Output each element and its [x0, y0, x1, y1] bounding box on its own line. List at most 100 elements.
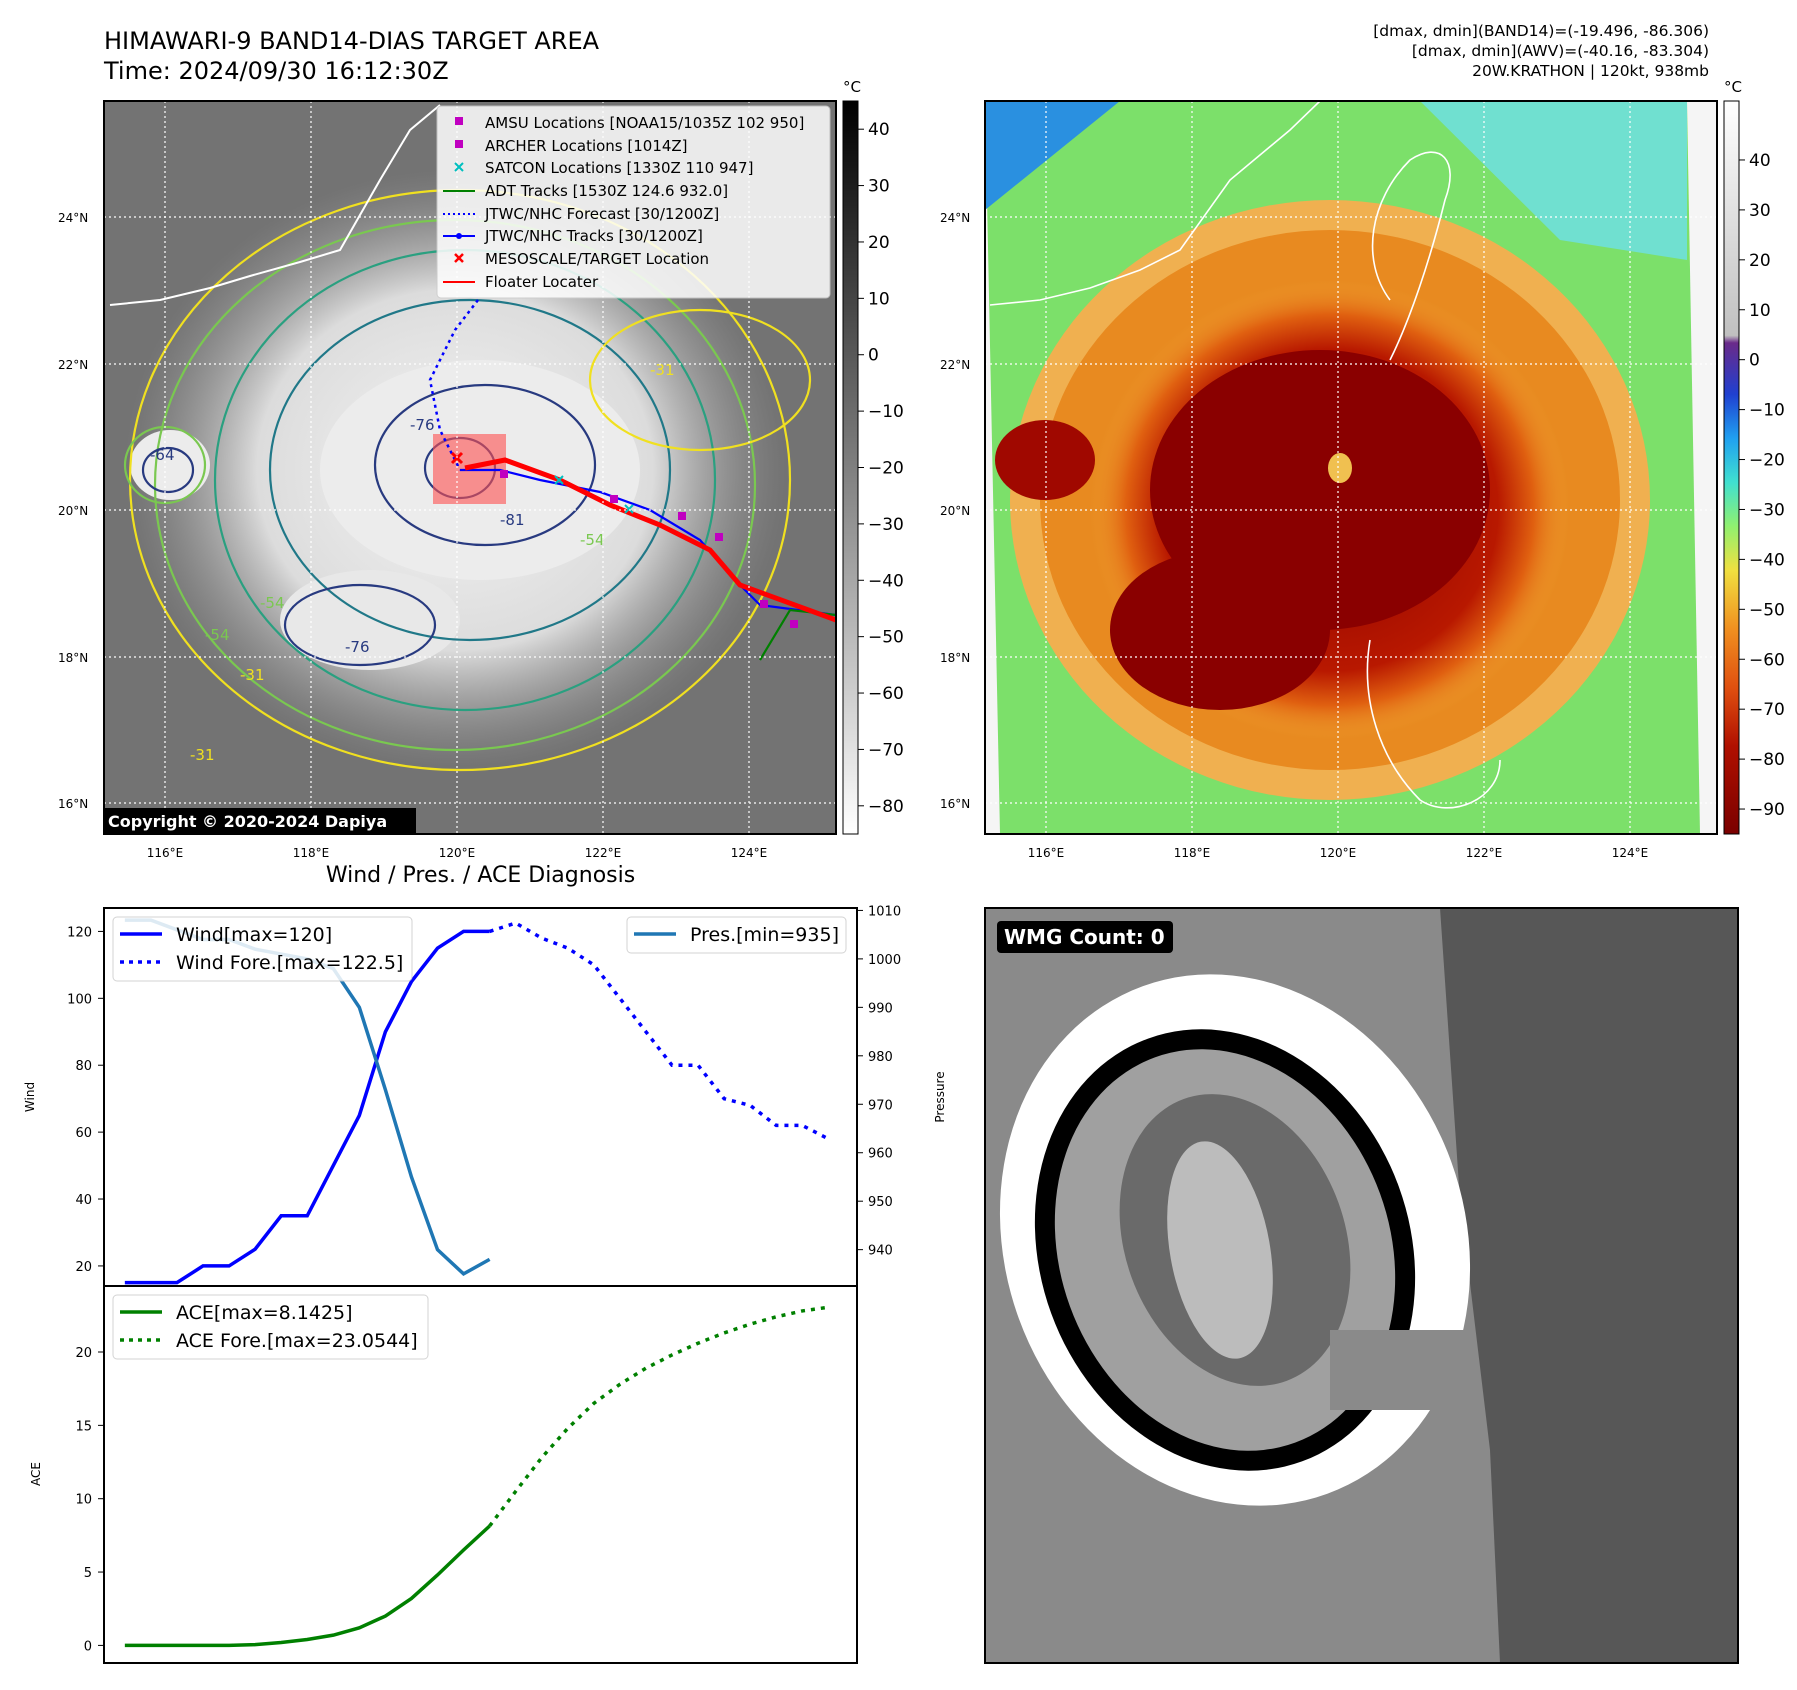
contour-label: -31	[650, 361, 675, 379]
series-line-ace-fore-	[488, 1305, 829, 1528]
legend-label: Floater Locater	[485, 273, 599, 291]
wind-tick-label: 40	[75, 1193, 92, 1208]
coastline	[109, 104, 441, 306]
colorbar-tick-label: −10	[1749, 401, 1785, 421]
colorbar-tick-label: −20	[1749, 451, 1785, 471]
contour-label: -54	[260, 594, 285, 612]
colorbar-tick-label: −60	[1749, 650, 1785, 670]
ir-map-frame	[103, 100, 837, 835]
pressure-tick-label: 980	[868, 1050, 893, 1065]
colorbar-tick-label: 20	[1749, 251, 1771, 271]
ace-tick-label: 15	[75, 1419, 92, 1434]
colorbar-tick-label: 20	[868, 233, 890, 253]
colorbar-tick-label: −80	[868, 797, 904, 817]
eye	[1328, 453, 1352, 483]
lon-label: 122°E	[1466, 846, 1503, 860]
wind-tick-label: 60	[75, 1126, 92, 1141]
wind-tick-label: 100	[67, 992, 92, 1007]
pressure-tick-label: 990	[868, 1001, 893, 1016]
dmax-band14: [dmax, dmin](BAND14)=(-19.496, -86.306)	[1373, 22, 1709, 40]
copyright-text: Copyright © 2020-2024 Dapiya	[108, 812, 387, 831]
wmg-count-box	[997, 921, 1173, 953]
series-line-wind	[124, 929, 490, 1285]
colorbar-tick-label: −20	[868, 459, 904, 479]
colorbar-tick-label: 10	[1749, 301, 1771, 321]
contour-label: -76	[345, 638, 370, 656]
ir-map-lat-labels: 24°N 22°N 20°N 18°N 16°N	[58, 211, 88, 811]
pressure-tick-label: 1000	[868, 953, 901, 968]
legend-label: JTWC/NHC Tracks [30/1200Z]	[484, 227, 703, 245]
lat-label: 20°N	[940, 504, 970, 518]
lat-label: 24°N	[940, 211, 970, 225]
lon-label: 124°E	[1612, 846, 1649, 860]
satcon-markers	[554, 475, 634, 514]
contour-label: -31	[240, 666, 265, 684]
colorbar-tick-label: −90	[1749, 800, 1785, 820]
pres-legend: Pres.[min=935]	[626, 916, 847, 954]
wind-legend: Wind[max=120] Wind Fore.[max=122.5]	[112, 916, 413, 982]
ace-tick-label: 0	[84, 1639, 92, 1654]
lat-label: 16°N	[58, 797, 88, 811]
colorbar-tick-label: 0	[1749, 351, 1760, 371]
colorbar-unit: °C	[843, 78, 861, 96]
ace-tick-label: 5	[84, 1566, 92, 1581]
lon-label: 118°E	[293, 846, 330, 860]
ir-map-legend: AMSU Locations [NOAA15/1035Z 102 950] AR…	[436, 105, 831, 299]
color-grid	[985, 101, 1717, 834]
pressure-tick-label: 950	[868, 1195, 893, 1210]
contour-label: -31	[190, 746, 215, 764]
legend-label: MESOSCALE/TARGET Location	[485, 250, 709, 268]
legend-marker-satcon	[454, 162, 464, 172]
series-line-wind-fore-	[489, 921, 830, 1141]
legend-label: ACE[max=8.1425]	[176, 1302, 353, 1324]
colorbar-tick-label: −40	[868, 571, 904, 591]
contour-label: -54	[205, 626, 230, 644]
wind-tick-label: 120	[67, 925, 92, 940]
lon-label: 120°E	[1320, 846, 1357, 860]
lon-label: 122°E	[585, 846, 622, 860]
lat-label: 18°N	[58, 651, 88, 665]
lon-label: 124°E	[731, 846, 768, 860]
wind-panel-title: Wind / Pres. / ACE Diagnosis	[325, 863, 636, 888]
colorbar-tick-label: −10	[868, 402, 904, 422]
wind-ylabel: Wind	[23, 1082, 37, 1112]
lon-label: 116°E	[147, 846, 184, 860]
wmg-count: WMG Count: 0	[1004, 925, 1165, 949]
colorbar-tick-label: 10	[868, 289, 890, 309]
pressure-tick-label: 1010	[868, 904, 901, 919]
wind-tick-label: 20	[75, 1260, 92, 1275]
ace-ylabel: ACE	[29, 1462, 43, 1486]
contour-labels: -76 -81 -76 -64 -54 -54 -31 -31 -31 -54	[150, 361, 675, 764]
colorbar-tick-label: −40	[1749, 550, 1785, 570]
lon-label: 118°E	[1174, 846, 1211, 860]
colorbar-unit: °C	[1724, 78, 1742, 96]
lat-label: 22°N	[58, 358, 88, 372]
wind-tick-label: 80	[75, 1059, 92, 1074]
coastline	[989, 101, 1321, 306]
colorbar-tick-label: 40	[868, 120, 890, 140]
colorbar-tick-label: −60	[868, 684, 904, 704]
color-map-frame	[984, 100, 1718, 835]
legend-label: Pres.[min=935]	[690, 924, 839, 946]
gray-colorbar: °C 40 30 20 10 0 −10 −20 −30 −40 −50 −60 −70 −80	[842, 78, 904, 835]
lon-label: 116°E	[1028, 846, 1065, 860]
ir-map-panel: -76 -81 -76 -64 -54 -54 -31 -31 -31 -54	[104, 101, 836, 834]
wmg-frame	[984, 907, 1739, 1664]
colorbar-tick-label: −30	[868, 515, 904, 535]
series-line-ace	[124, 1524, 491, 1648]
amsu-markers	[500, 470, 798, 628]
pressure-tick-label: 940	[868, 1244, 893, 1259]
legend-label: SATCON Locations [1330Z 110 947]	[485, 159, 753, 177]
lat-label: 24°N	[58, 211, 88, 225]
color-ir-panel	[985, 101, 1717, 834]
colorbar-tick-label: −70	[868, 740, 904, 760]
contour-label: -64	[150, 446, 175, 464]
color-map-lat-labels: 24°N 22°N 20°N 18°N 16°N	[940, 211, 970, 811]
ace-legend: ACE[max=8.1425] ACE Fore.[max=23.0544]	[112, 1294, 429, 1360]
figure-time: Time: 2024/09/30 16:12:30Z	[104, 57, 449, 85]
figure-title: HIMAWARI-9 BAND14-DIAS TARGET AREA	[104, 27, 600, 55]
contour-label: -54	[580, 531, 605, 549]
legend-label: Wind Fore.[max=122.5]	[176, 952, 403, 974]
